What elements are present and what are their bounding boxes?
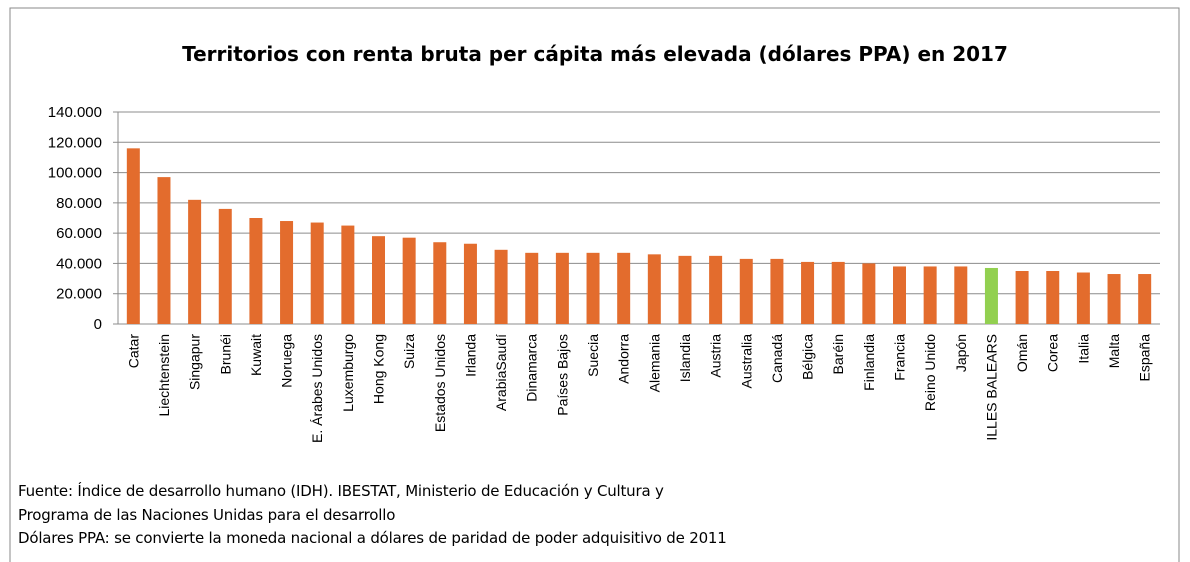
bar: [433, 242, 447, 324]
x-tick-label: Brunéi: [217, 334, 233, 374]
bar: [249, 218, 263, 324]
bar: [984, 267, 998, 324]
bar: [555, 252, 569, 324]
x-tick-label: Corea: [1045, 334, 1061, 372]
bar: [402, 237, 416, 324]
x-tick-label: Países Bajos: [554, 334, 570, 416]
x-tick-label: Liechtenstein: [156, 334, 172, 417]
x-tick-label: Andorra: [616, 334, 632, 384]
y-tick-label: 80.000: [56, 195, 102, 212]
y-tick-label: 0: [94, 316, 102, 333]
y-tick-label: 100.000: [48, 165, 102, 182]
bar: [1107, 274, 1121, 324]
x-tick-label: Francia: [892, 334, 908, 381]
x-tick-label: Irlanda: [462, 334, 478, 377]
x-tick-label: Suecia: [585, 334, 601, 377]
x-tick-label: Australia: [738, 334, 754, 389]
bar: [126, 148, 140, 324]
x-tick-label: Hong Kong: [371, 334, 387, 404]
chart-title: Territorios con renta bruta per cápita m…: [182, 42, 1008, 66]
x-tick-label: Omán: [1014, 334, 1030, 372]
bar: [188, 199, 202, 324]
bar: [647, 254, 661, 324]
bar: [280, 221, 294, 324]
bar: [218, 208, 232, 324]
bar: [617, 252, 631, 324]
bar: [862, 263, 876, 324]
x-tick-label: ILLES BALEARS: [983, 334, 999, 441]
x-tick-label: Japón: [953, 334, 969, 372]
bar: [893, 266, 906, 324]
x-tick-label: Estados Unidos: [432, 334, 448, 432]
bar: [463, 243, 477, 324]
y-tick-label: 20.000: [56, 286, 102, 303]
x-tick-label: Malta: [1106, 334, 1122, 368]
x-tick-label: Noruega: [279, 334, 295, 388]
bar: [801, 261, 815, 324]
bar: [954, 266, 968, 324]
x-tick-label: Canadá: [769, 334, 785, 383]
bar: [709, 255, 723, 324]
x-tick-label: Singapur: [187, 334, 203, 390]
bar: [586, 252, 600, 324]
x-tick-label: Finlandia: [861, 334, 877, 391]
y-tick-label: 40.000: [56, 255, 102, 272]
x-tick-label: España: [1137, 334, 1153, 382]
x-tick-label: Austria: [708, 334, 724, 378]
note: Dólares PPA: se convierte la moneda naci…: [18, 529, 727, 547]
bar: [494, 249, 508, 324]
y-tick-label: 60.000: [56, 225, 102, 242]
bar: [341, 225, 355, 324]
bar: [1076, 272, 1090, 324]
bar: [831, 261, 845, 324]
x-tick-label: Islandia: [677, 334, 693, 382]
bar: [1015, 271, 1029, 324]
bar: [678, 255, 692, 324]
bar: [157, 177, 171, 324]
bar: [1046, 271, 1060, 324]
x-tick-label: ArabiaSaudí: [493, 334, 509, 411]
bar: [739, 258, 753, 324]
bar: [372, 236, 385, 324]
x-tick-label: Italia: [1075, 334, 1091, 364]
y-tick-label: 140.000: [48, 104, 102, 121]
x-tick-label: Alemania: [646, 334, 662, 393]
x-tick-label: Luxemburgo: [340, 334, 356, 412]
bar: [1138, 274, 1152, 324]
x-tick-label: Reino Unido: [922, 334, 938, 411]
bar: [525, 252, 539, 324]
bar: [770, 258, 784, 324]
x-tick-label: E. Árabes Unidos: [309, 334, 325, 443]
x-tick-label: Dinamarca: [524, 334, 540, 402]
x-tick-label: Suiza: [401, 334, 417, 369]
note: Programa de las Naciones Unidas para el …: [18, 506, 396, 524]
x-tick-label: Baréin: [830, 334, 846, 374]
bar: [310, 222, 324, 324]
x-tick-label: Bélgica: [800, 334, 816, 380]
bar: [923, 266, 937, 324]
note: Fuente: Índice de desarrollo humano (IDH…: [18, 482, 664, 500]
y-tick-label: 120.000: [48, 134, 102, 151]
x-tick-label: Catar: [125, 334, 141, 369]
x-tick-label: Kuwait: [248, 334, 264, 376]
